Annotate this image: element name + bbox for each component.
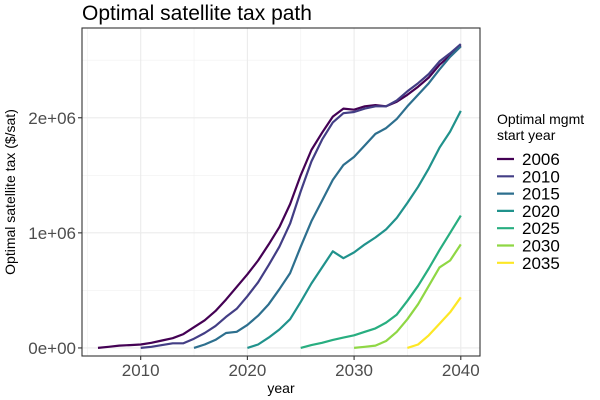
- x-tick-label: 2030: [335, 361, 373, 380]
- y-tick-label: 1e+06: [28, 224, 76, 243]
- series-line-2030: [353, 243, 462, 349]
- series-line-2015: [193, 45, 462, 349]
- panel-border: [81, 27, 481, 357]
- legend-label-2035: 2035: [522, 254, 560, 273]
- chart-title: Optimal satellite tax path: [82, 2, 312, 25]
- axis-ticks: 2010 2020 2030 2040 0e+00 1e+06 2e+06: [28, 109, 479, 380]
- legend-label-2010: 2010: [522, 167, 560, 186]
- x-tick-label: 2020: [228, 361, 266, 380]
- series-line-2020: [247, 110, 462, 349]
- y-tick-label: 2e+06: [28, 109, 76, 128]
- legend-label-2006: 2006: [522, 150, 560, 169]
- x-tick-label: 2040: [442, 361, 480, 380]
- y-axis-title: Optimal satellite tax ($/sat): [2, 109, 18, 275]
- series-line-2006: [97, 44, 462, 349]
- legend-label-2025: 2025: [522, 219, 560, 238]
- legend-title-line: start year: [497, 127, 556, 143]
- series-lines: [97, 43, 462, 349]
- series-line-2010: [140, 43, 462, 349]
- plot-panel: [82, 28, 480, 356]
- legend-label-2020: 2020: [522, 202, 560, 221]
- series-line-2025: [300, 215, 462, 349]
- series-line-2035: [407, 296, 462, 349]
- x-tick-label: 2010: [122, 361, 160, 380]
- panel-background: [82, 28, 480, 356]
- panel-border-rect: [81, 27, 481, 357]
- x-axis-title: year: [267, 380, 295, 396]
- legend-label-2015: 2015: [522, 185, 560, 204]
- y-tick-label: 0e+00: [28, 339, 76, 358]
- legend-label-2030: 2030: [522, 237, 560, 256]
- legend-title-line: Optimal mgmt: [497, 111, 584, 127]
